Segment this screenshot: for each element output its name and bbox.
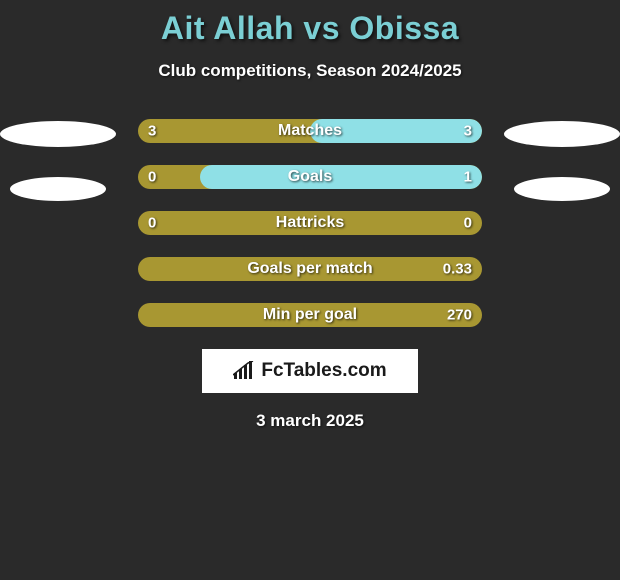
bars-col: 3 Matches 3 0 Goals 1 0 Hattricks 0 Goal… <box>138 119 482 327</box>
stat-label: Min per goal <box>263 306 357 324</box>
stat-label: Matches <box>278 122 342 140</box>
left-ellipse-0 <box>0 121 116 147</box>
date-row: 3 march 2025 <box>0 411 620 431</box>
right-ellipse-0 <box>504 121 620 147</box>
left-ellipse-col <box>0 119 116 201</box>
subtitle-row: Club competitions, Season 2024/2025 <box>0 61 620 81</box>
stat-bar-hattricks: 0 Hattricks 0 <box>138 211 482 235</box>
stat-left-value: 0 <box>148 169 156 186</box>
right-ellipse-col <box>504 119 620 201</box>
left-ellipse-1 <box>10 177 106 201</box>
stat-label: Goals per match <box>247 260 372 278</box>
stat-bar-right-fill <box>200 165 482 189</box>
stat-bar-goals-per-match: Goals per match 0.33 <box>138 257 482 281</box>
stat-bar-goals: 0 Goals 1 <box>138 165 482 189</box>
stat-label: Goals <box>288 168 332 186</box>
title-row: Ait Allah vs Obissa <box>0 0 620 47</box>
infographic-container: Ait Allah vs Obissa Club competitions, S… <box>0 0 620 580</box>
right-ellipse-1 <box>514 177 610 201</box>
logo-text: FcTables.com <box>261 360 386 382</box>
stat-right-value: 0.33 <box>443 261 472 278</box>
stat-right-value: 3 <box>464 123 472 140</box>
stat-right-value: 0 <box>464 215 472 232</box>
stat-right-value: 270 <box>447 307 472 324</box>
stats-block: 3 Matches 3 0 Goals 1 0 Hattricks 0 Goal… <box>0 119 620 327</box>
stat-left-value: 3 <box>148 123 156 140</box>
stat-label: Hattricks <box>276 214 344 232</box>
page-title: Ait Allah vs Obissa <box>161 10 459 46</box>
stat-bar-min-per-goal: Min per goal 270 <box>138 303 482 327</box>
subtitle: Club competitions, Season 2024/2025 <box>158 61 461 80</box>
date-text: 3 march 2025 <box>256 411 364 430</box>
bar-chart-icon <box>233 361 255 381</box>
stat-bar-matches: 3 Matches 3 <box>138 119 482 143</box>
logo-box: FcTables.com <box>202 349 418 393</box>
stat-left-value: 0 <box>148 215 156 232</box>
stat-right-value: 1 <box>464 169 472 186</box>
